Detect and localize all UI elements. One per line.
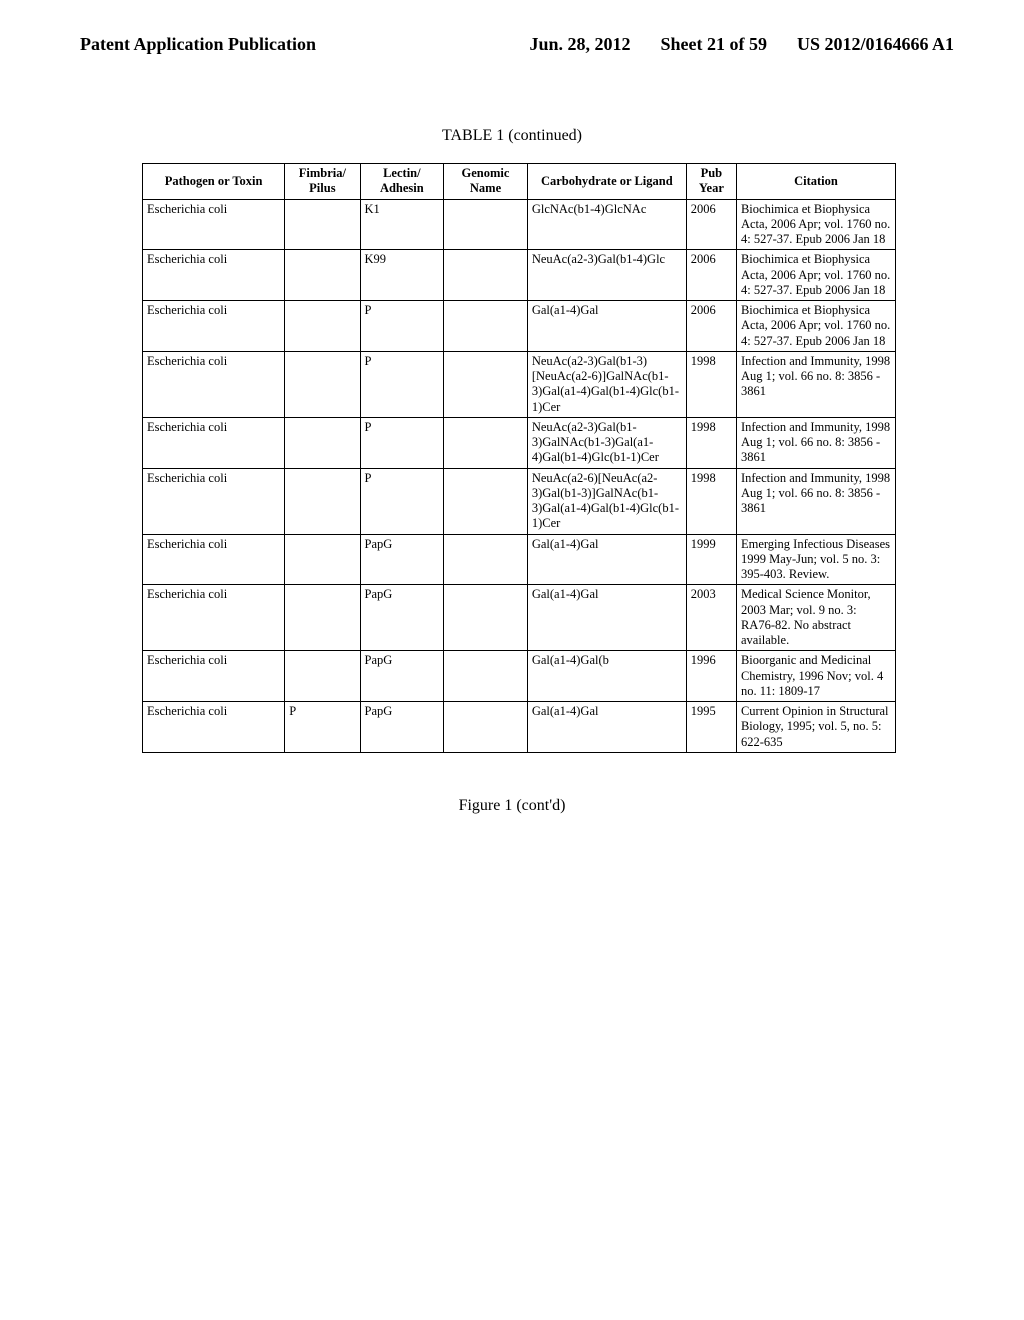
col-header-citation: Citation: [736, 164, 895, 200]
cell-lectin: P: [360, 417, 444, 468]
table-wrap: Pathogen or Toxin Fimbria/ Pilus Lectin/…: [0, 163, 1024, 753]
cell-lectin: PapG: [360, 534, 444, 585]
cell-carb: NeuAc(a2-3)Gal(b1-3)GalNAc(b1-3)Gal(a1-4…: [527, 417, 686, 468]
cell-carb: NeuAc(a2-3)Gal(b1-3)[NeuAc(a2-6)]GalNAc(…: [527, 351, 686, 417]
cell-year: 2006: [686, 250, 736, 301]
cell-cit: Infection and Immunity, 1998 Aug 1; vol.…: [736, 417, 895, 468]
cell-cit: Biochimica et Biophysica Acta, 2006 Apr;…: [736, 199, 895, 250]
cell-fimbria: P: [285, 702, 360, 753]
cell-cit: Biochimica et Biophysica Acta, 2006 Apr;…: [736, 301, 895, 352]
cell-lectin: K1: [360, 199, 444, 250]
table-row: Escherichia coli PapG Gal(a1-4)Gal1999Emer…: [143, 534, 896, 585]
cell-cit: Medical Science Monitor, 2003 Mar; vol. …: [736, 585, 895, 651]
publication-label: Patent Application Publication: [80, 34, 316, 55]
cell-year: 1995: [686, 702, 736, 753]
table-row: Escherichia coli P NeuAc(a2-6)[NeuAc(a2-3)…: [143, 468, 896, 534]
cell-carb: NeuAc(a2-6)[NeuAc(a2-3)Gal(b1-3)]GalNAc(…: [527, 468, 686, 534]
table-row: Escherichia coli K1 GlcNAc(b1-4)GlcNAc2006…: [143, 199, 896, 250]
cell-year: 1996: [686, 651, 736, 702]
cell-fimbria: [285, 301, 360, 352]
cell-cit: Biochimica et Biophysica Acta, 2006 Apr;…: [736, 250, 895, 301]
cell-genomic: [444, 301, 528, 352]
col-header-lectin: Lectin/ Adhesin: [360, 164, 444, 200]
page-header: Patent Application Publication Jun. 28, …: [0, 0, 1024, 55]
table-row: Escherichia coli P Gal(a1-4)Gal2006Biochim…: [143, 301, 896, 352]
cell-fimbria: [285, 651, 360, 702]
table-title: TABLE 1 (continued): [0, 127, 1024, 145]
cell-pathogen: Escherichia coli: [143, 417, 285, 468]
cell-fimbria: [285, 468, 360, 534]
cell-year: 1998: [686, 351, 736, 417]
cell-pathogen: Escherichia coli: [143, 351, 285, 417]
figure-caption: Figure 1 (cont'd): [0, 797, 1024, 815]
cell-lectin: P: [360, 351, 444, 417]
cell-genomic: [444, 651, 528, 702]
cell-fimbria: [285, 585, 360, 651]
cell-lectin: P: [360, 301, 444, 352]
header-right: Jun. 28, 2012 Sheet 21 of 59 US 2012/016…: [529, 34, 954, 55]
cell-lectin: PapG: [360, 702, 444, 753]
table-row: Escherichia coli PapG Gal(a1-4)Gal(b1996Bi…: [143, 651, 896, 702]
cell-genomic: [444, 585, 528, 651]
table-row: Escherichia coli P NeuAc(a2-3)Gal(b1-3)[Ne…: [143, 351, 896, 417]
table-header-row: Pathogen or Toxin Fimbria/ Pilus Lectin/…: [143, 164, 896, 200]
sheet-number: Sheet 21 of 59: [660, 34, 767, 55]
cell-genomic: [444, 351, 528, 417]
cell-year: 2006: [686, 199, 736, 250]
cell-genomic: [444, 417, 528, 468]
cell-carb: Gal(a1-4)Gal: [527, 585, 686, 651]
cell-carb: Gal(a1-4)Gal: [527, 301, 686, 352]
cell-cit: Emerging Infectious Diseases 1999 May-Ju…: [736, 534, 895, 585]
cell-fimbria: [285, 417, 360, 468]
cell-lectin: K99: [360, 250, 444, 301]
table-row: Escherichia coli PapG Gal(a1-4)Gal2003Medi…: [143, 585, 896, 651]
cell-carb: GlcNAc(b1-4)GlcNAc: [527, 199, 686, 250]
cell-carb: Gal(a1-4)Gal: [527, 702, 686, 753]
cell-pathogen: Escherichia coli: [143, 301, 285, 352]
cell-carb: Gal(a1-4)Gal(b: [527, 651, 686, 702]
table-row: Escherichia coli P NeuAc(a2-3)Gal(b1-3)Gal…: [143, 417, 896, 468]
cell-fimbria: [285, 351, 360, 417]
cell-fimbria: [285, 534, 360, 585]
col-header-carb: Carbohydrate or Ligand: [527, 164, 686, 200]
publication-number: US 2012/0164666 A1: [797, 34, 954, 55]
col-header-genomic: Genomic Name: [444, 164, 528, 200]
cell-cit: Bioorganic and Medicinal Chemistry, 1996…: [736, 651, 895, 702]
table-row: Escherichia coliPPapG Gal(a1-4)Gal1995Cur…: [143, 702, 896, 753]
cell-cit: Current Opinion in Structural Biology, 1…: [736, 702, 895, 753]
col-header-fimbria: Fimbria/ Pilus: [285, 164, 360, 200]
cell-pathogen: Escherichia coli: [143, 468, 285, 534]
cell-genomic: [444, 468, 528, 534]
cell-year: 1999: [686, 534, 736, 585]
table-body: Escherichia coliK1GlcNAc(b1-4)GlcNAc2006…: [143, 199, 896, 752]
cell-fimbria: [285, 250, 360, 301]
cell-pathogen: Escherichia coli: [143, 651, 285, 702]
cell-carb: Gal(a1-4)Gal: [527, 534, 686, 585]
cell-year: 2003: [686, 585, 736, 651]
cell-fimbria: [285, 199, 360, 250]
cell-year: 2006: [686, 301, 736, 352]
table-row: Escherichia coli K99 NeuAc(a2-3)Gal(b1-4)G…: [143, 250, 896, 301]
cell-lectin: PapG: [360, 585, 444, 651]
cell-cit: Infection and Immunity, 1998 Aug 1; vol.…: [736, 468, 895, 534]
cell-year: 1998: [686, 417, 736, 468]
cell-pathogen: Escherichia coli: [143, 702, 285, 753]
cell-pathogen: Escherichia coli: [143, 199, 285, 250]
cell-pathogen: Escherichia coli: [143, 534, 285, 585]
cell-pathogen: Escherichia coli: [143, 585, 285, 651]
cell-genomic: [444, 250, 528, 301]
cell-year: 1998: [686, 468, 736, 534]
cell-cit: Infection and Immunity, 1998 Aug 1; vol.…: [736, 351, 895, 417]
cell-pathogen: Escherichia coli: [143, 250, 285, 301]
cell-carb: NeuAc(a2-3)Gal(b1-4)Glc: [527, 250, 686, 301]
cell-genomic: [444, 534, 528, 585]
cell-lectin: P: [360, 468, 444, 534]
cell-genomic: [444, 702, 528, 753]
publication-date: Jun. 28, 2012: [529, 34, 630, 55]
col-header-pathogen: Pathogen or Toxin: [143, 164, 285, 200]
cell-genomic: [444, 199, 528, 250]
col-header-year: Pub Year: [686, 164, 736, 200]
cell-lectin: PapG: [360, 651, 444, 702]
data-table: Pathogen or Toxin Fimbria/ Pilus Lectin/…: [142, 163, 896, 753]
